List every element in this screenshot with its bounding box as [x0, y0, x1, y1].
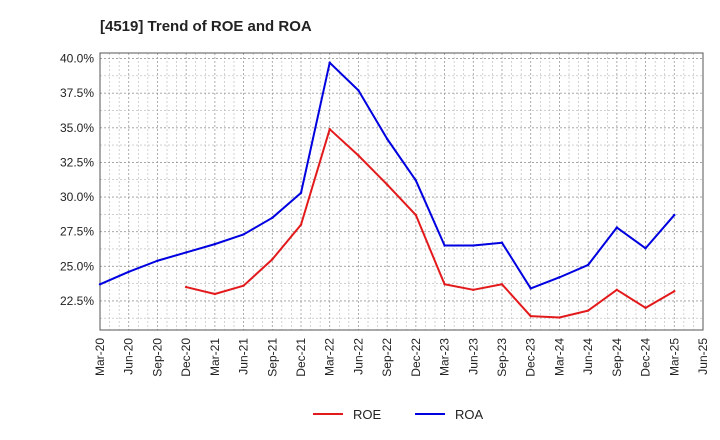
y-tick-label: 30.0%: [60, 190, 94, 204]
data-point-roe: [299, 223, 303, 226]
y-tick-label: 22.5%: [60, 294, 94, 308]
data-point-roa: [385, 137, 389, 141]
x-tick-label: Dec-24: [639, 338, 653, 377]
data-point-roe: [242, 284, 245, 287]
data-point-roa: [242, 233, 245, 236]
x-tick-label: Jun-22: [351, 338, 365, 375]
data-point-roe: [271, 258, 274, 261]
data-point-roe: [500, 283, 504, 286]
x-tick-label: Dec-22: [409, 338, 423, 377]
x-tick-label: Jun-23: [466, 338, 480, 375]
y-tick-label: 27.5%: [60, 225, 94, 239]
data-point-roa: [357, 89, 360, 92]
data-point-roa: [615, 226, 619, 229]
data-point-roa: [213, 242, 217, 246]
y-tick-label: 37.5%: [60, 86, 94, 100]
data-point-roa: [184, 251, 188, 254]
y-tick-label: 25.0%: [60, 259, 94, 273]
data-point-roe: [357, 154, 360, 157]
data-point-roe: [644, 306, 647, 310]
data-point-roa: [472, 244, 475, 247]
data-point-roa: [271, 216, 274, 220]
x-tick-label: Dec-23: [524, 338, 538, 377]
plot-frame: [99, 52, 704, 331]
x-tick-label: Mar-22: [323, 338, 337, 376]
data-point-roe: [328, 127, 331, 131]
legend-label-roe: ROE: [353, 407, 382, 422]
data-point-roe: [414, 213, 418, 217]
data-point-roa: [558, 276, 561, 279]
y-tick-label: 40.0%: [60, 52, 94, 66]
data-point-roa: [328, 61, 331, 64]
x-tick-label: Sep-20: [150, 338, 164, 377]
x-tick-label: Jun-24: [581, 338, 595, 375]
data-point-roa: [673, 213, 676, 217]
y-tick-label: 35.0%: [60, 121, 94, 135]
data-point-roe: [213, 292, 217, 296]
data-point-roa: [299, 191, 303, 195]
x-tick-label: Mar-25: [667, 338, 681, 376]
x-tick-label: Sep-24: [610, 338, 624, 377]
x-tick-label: Sep-22: [380, 338, 394, 377]
data-point-roa: [156, 259, 159, 262]
y-tick-label: 32.5%: [60, 155, 94, 169]
data-point-roa: [98, 283, 102, 286]
x-tick-label: Sep-21: [265, 338, 279, 377]
plot-area: 40.0% 37.5% 35.0% 32.5% 30.0% 27.5% 25.0% 22.5%…: [60, 52, 710, 377]
x-tick-label: Jun-21: [237, 338, 251, 375]
data-point-roe: [443, 283, 446, 286]
x-tick-label: Mar-24: [552, 338, 566, 376]
data-point-roe: [615, 288, 619, 292]
x-tick-label: Mar-20: [93, 338, 107, 376]
x-tick-label: Dec-20: [179, 338, 193, 377]
data-point-roa: [127, 270, 130, 274]
data-point-roe: [385, 183, 389, 186]
data-point-roe: [472, 288, 475, 292]
data-point-roa: [414, 179, 418, 182]
x-tick-label: Jun-25: [696, 338, 710, 375]
x-tick-label: Jun-20: [122, 338, 136, 375]
data-point-roe: [586, 309, 590, 312]
data-point-roe: [529, 314, 532, 318]
data-point-roa: [443, 244, 446, 247]
x-tick-label: Mar-23: [438, 338, 452, 376]
x-tick-label: Dec-21: [294, 338, 308, 377]
data-point-roe: [673, 290, 676, 293]
legend: ROE ROA: [313, 407, 484, 422]
data-point-roa: [529, 287, 532, 290]
legend-label-roa: ROA: [455, 407, 484, 422]
series-line-roe: [185, 128, 675, 319]
chart-title: [4519] Trend of ROE and ROA: [100, 18, 312, 35]
data-point-roe: [184, 285, 188, 289]
x-tick-label: Sep-23: [495, 338, 509, 377]
data-point-roe: [558, 316, 561, 319]
x-tick-label: Mar-21: [208, 338, 222, 376]
data-point-roa: [644, 247, 647, 250]
data-point-roa: [500, 241, 504, 244]
data-point-roa: [586, 263, 590, 267]
